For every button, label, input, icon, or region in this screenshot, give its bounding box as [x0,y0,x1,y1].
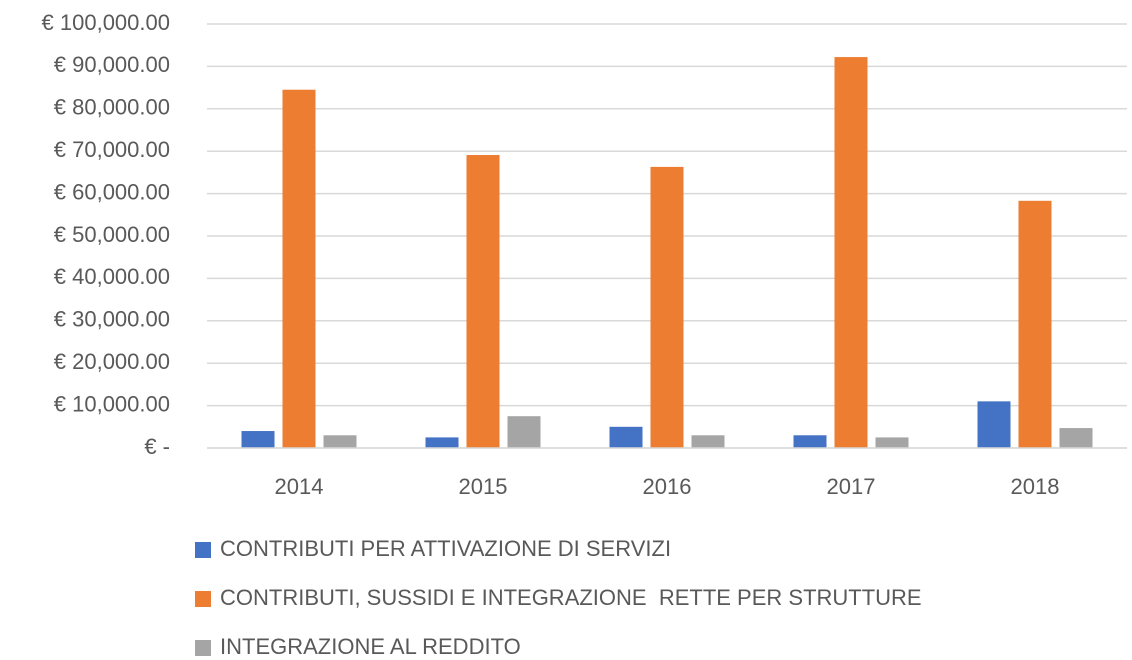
y-tick-label: € - [144,434,170,459]
x-tick-label: 2014 [275,474,324,499]
x-tick-label: 2018 [1011,474,1060,499]
bar [793,435,827,448]
x-tick-label: 2017 [827,474,876,499]
legend-swatch [195,542,211,558]
bar [691,435,725,448]
bar [977,401,1011,448]
bar [1018,200,1052,448]
y-tick-label: € 100,000.00 [42,10,170,35]
y-tick-label: € 40,000.00 [54,264,170,289]
bar [875,437,909,448]
y-tick-label: € 50,000.00 [54,222,170,247]
legend-label: INTEGRAZIONE AL REDDITO [220,634,521,659]
legend-label: CONTRIBUTI, SUSSIDI E INTEGRAZIONE RETTE… [220,585,922,610]
y-tick-label: € 80,000.00 [54,95,170,120]
bar [650,166,684,448]
legend-swatch [195,591,211,607]
legend-swatch [195,640,211,656]
y-tick-label: € 30,000.00 [54,307,170,332]
bar [507,416,541,448]
bar [834,57,868,449]
bar [1059,428,1093,448]
y-tick-label: € 10,000.00 [54,391,170,416]
bar [609,426,643,448]
y-tick-label: € 90,000.00 [54,52,170,77]
bar [282,89,316,448]
y-tick-label: € 70,000.00 [54,137,170,162]
legend-label: CONTRIBUTI PER ATTIVAZIONE DI SERVIZI [220,536,671,561]
y-tick-label: € 20,000.00 [54,349,170,374]
bar [466,155,500,449]
x-tick-label: 2015 [459,474,508,499]
y-tick-label: € 60,000.00 [54,179,170,204]
bar [323,435,357,448]
x-tick-label: 2016 [643,474,692,499]
bar [425,437,459,448]
bar [241,431,275,448]
